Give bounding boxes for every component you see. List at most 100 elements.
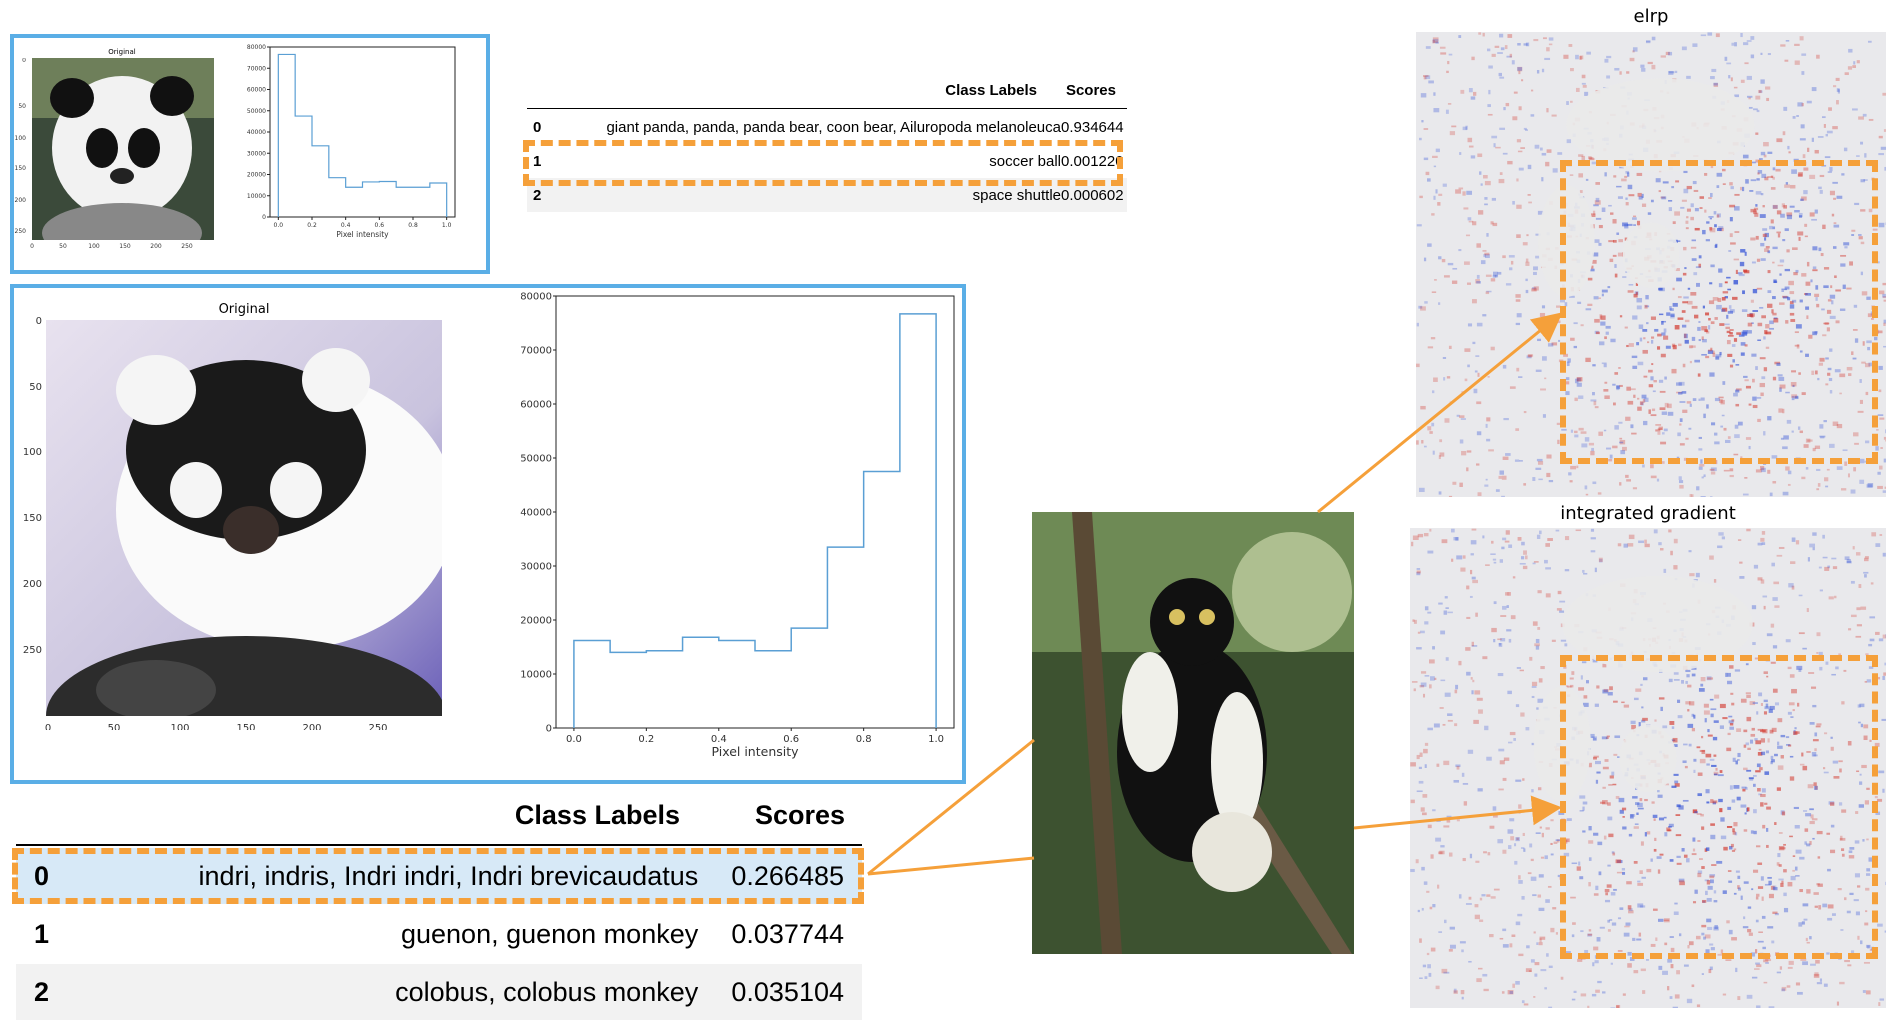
hist-ytick: 80000 — [520, 291, 552, 302]
table-row: 2 colobus, colobus monkey 0.035104 — [16, 964, 862, 1020]
top-ytick: 50 — [18, 103, 26, 110]
heatmap-blank-region — [1622, 222, 1680, 288]
arrow-table-to-photo — [867, 738, 1035, 876]
bottom-table-header-rule — [16, 844, 862, 846]
heatmap-blank-region — [1538, 185, 1595, 298]
row-index: 0 — [533, 118, 542, 136]
hist-ytick: 50000 — [247, 108, 266, 115]
hist-ytick: 10000 — [247, 193, 266, 200]
heatmap-blank-region — [1562, 576, 1753, 672]
top-figure-frame — [10, 34, 490, 274]
row-index: 2 — [533, 186, 542, 204]
row-label: giant panda, panda, panda bear, coon bea… — [606, 118, 1061, 136]
hist-ytick: 20000 — [247, 172, 266, 179]
main-histogram: 0 10000 20000 30000 40000 50000 60000 70000 8000… — [520, 291, 955, 759]
hist-ytick: 0 — [262, 214, 266, 221]
hist-ytick: 70000 — [247, 65, 266, 72]
row-index: 1 — [34, 918, 50, 949]
indri-photo — [1032, 512, 1354, 954]
heatmap-noise — [1416, 32, 1886, 497]
arrow-photo-to-ig — [1353, 795, 1562, 830]
row-index: 2 — [34, 976, 50, 1007]
main-ytick: 200 — [23, 579, 42, 590]
elrp-heatmap — [1416, 32, 1886, 497]
hist-ytick: 50000 — [520, 453, 552, 464]
top-table-header-labels: Class Labels — [945, 82, 1037, 99]
main-image-axis-ticks: 0 50 100 150 200 250 0 50 100 150 200 25… — [23, 316, 388, 730]
top-ytick: 200 — [15, 197, 27, 204]
main-ytick: 100 — [23, 447, 42, 458]
top-xtick: 50 — [59, 243, 67, 250]
heatmap-bottom-title: integrated gradient — [1560, 503, 1736, 524]
hist-xtick: 0.2 — [638, 734, 654, 745]
row-label: colobus, colobus monkey — [395, 976, 699, 1007]
row-label: indri, indris, Indri indri, Indri brevic… — [198, 860, 699, 891]
main-xtick: 50 — [108, 723, 121, 730]
top-xtick: 250 — [181, 243, 193, 250]
hist-xtick: 1.0 — [928, 734, 944, 745]
main-ytick: 0 — [36, 316, 42, 327]
hist-step-line — [573, 313, 937, 728]
top-ytick: 150 — [15, 165, 27, 172]
top-xtick: 200 — [150, 243, 162, 250]
hist-xtick: 0.8 — [408, 222, 418, 229]
hist-step-line — [277, 53, 448, 217]
top-ytick: 250 — [15, 228, 27, 235]
bottom-table-header-scores: Scores — [754, 800, 845, 830]
top-panda-image — [32, 58, 214, 240]
hist-ytick: 10000 — [520, 669, 552, 680]
hist-ytick: 40000 — [520, 507, 552, 518]
heatmap-blank-region — [1566, 78, 1755, 172]
main-image-title: Original — [218, 302, 270, 317]
hist-ytick: 80000 — [247, 44, 266, 51]
table-row: 1 soccer ball 0.001220 — [527, 144, 1127, 178]
top-ytick: 100 — [15, 135, 27, 142]
hist-xtick: 0.0 — [274, 222, 284, 229]
hist-xtick: 0.6 — [375, 222, 385, 229]
integrated-gradient-highlight-box — [1560, 655, 1878, 959]
top-image-axis-ticks: 0 50 100 150 200 250 0 50 100 150 200 25… — [15, 58, 193, 250]
hist-ytick: 60000 — [520, 399, 552, 410]
top-xtick: 100 — [88, 243, 100, 250]
row-index: 0 — [34, 860, 50, 891]
table-row: 0 indri, indris, Indri indri, Indri brev… — [16, 848, 862, 904]
main-ytick: 150 — [23, 513, 42, 524]
top-histogram: 0 10000 20000 30000 40000 50000 60000 70000 8000… — [247, 44, 456, 239]
main-ytick: 50 — [29, 382, 42, 393]
top-xtick: 0 — [30, 243, 34, 250]
hist-xlabel: Pixel intensity — [711, 744, 799, 759]
main-ytick: 250 — [23, 645, 42, 656]
hist-ytick: 70000 — [520, 345, 552, 356]
main-xtick: 150 — [236, 723, 255, 730]
elrp-highlight-box — [1560, 160, 1878, 464]
top-xtick: 150 — [119, 243, 131, 250]
row-label: space shuttle — [972, 186, 1061, 204]
hist-ytick: 60000 — [247, 87, 266, 94]
bottom-table-header-labels: Class Labels — [514, 800, 680, 830]
main-xtick: 0 — [45, 723, 51, 730]
row-score: 0.000602 — [1061, 186, 1124, 204]
hist-ytick: 40000 — [247, 129, 266, 136]
row-index: 1 — [533, 152, 542, 170]
main-xtick: 200 — [302, 723, 321, 730]
row-score: 0.001220 — [1061, 152, 1124, 170]
hist-ytick: 30000 — [520, 561, 552, 572]
row-score: 0.035104 — [731, 976, 844, 1007]
hist-xtick: 1.0 — [442, 222, 452, 229]
arrow-photo-to-elrp — [1317, 312, 1563, 514]
top-table-highlight-box — [523, 140, 1123, 186]
top-image-title: Original — [108, 48, 136, 56]
heatmap-top-title: elrp — [1633, 6, 1669, 27]
hist-xtick: 0.2 — [307, 222, 317, 229]
hist-xtick: 0.6 — [783, 734, 799, 745]
hist-ytick: 20000 — [520, 615, 552, 626]
arrow-table-to-photo-lower — [867, 856, 1035, 876]
main-xtick: 250 — [368, 723, 387, 730]
table-row: 0 giant panda, panda, panda bear, coon b… — [527, 110, 1127, 144]
top-table-header-scores: Scores — [1065, 82, 1116, 99]
integrated-gradient-heatmap — [1410, 528, 1886, 1008]
row-score: 0.037744 — [731, 918, 844, 949]
hist-xtick: 0.8 — [856, 734, 872, 745]
row-label: soccer ball — [989, 152, 1061, 170]
